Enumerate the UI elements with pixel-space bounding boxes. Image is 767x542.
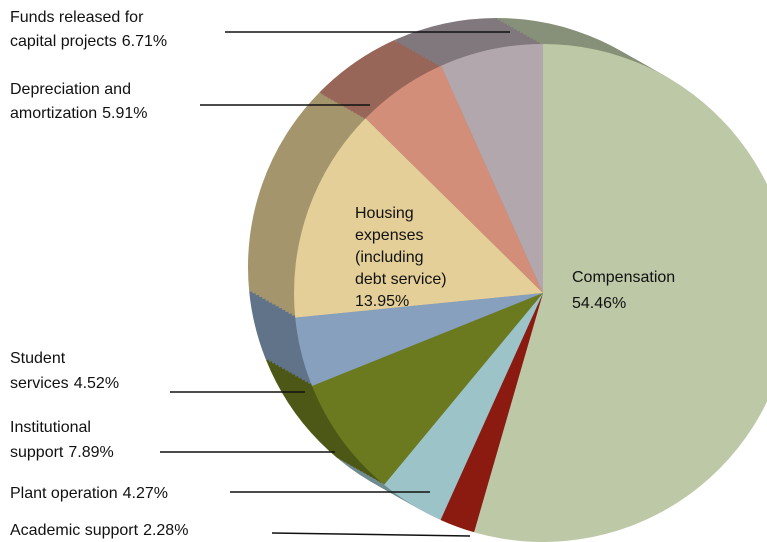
slice-label: Academic support 2.28% — [10, 522, 188, 539]
slice — [441, 44, 543, 293]
value-label: 5.91% — [102, 105, 147, 122]
label-line: Institutional — [10, 419, 91, 436]
slice — [365, 65, 543, 293]
slice — [440, 293, 543, 533]
value-label: 54.46% — [572, 295, 626, 312]
label-line: Compensation — [572, 269, 675, 286]
label-line: capital projects — [10, 33, 117, 50]
label-line: debt service) — [355, 271, 447, 288]
label-line: (including — [355, 249, 423, 266]
label-line: Funds released for — [10, 9, 144, 26]
slice — [474, 44, 767, 542]
label-line: Student — [10, 350, 66, 367]
slice — [294, 118, 543, 318]
label-line: support — [10, 444, 64, 461]
value-label: 6.71% — [122, 33, 167, 50]
label-line: Depreciation and — [10, 81, 131, 98]
slice-label: Funds released for capital projects 6.71% — [10, 9, 167, 50]
slice-label: Housing expenses (including debt service) 13… — [355, 205, 447, 310]
value-label: 4.52% — [74, 375, 119, 392]
slice-label: Plant operation 4.27% — [10, 485, 168, 502]
slice-label: Depreciation and amortization 5.91% — [10, 81, 148, 122]
slice — [312, 293, 543, 485]
label-line: services — [10, 375, 69, 392]
leader-line — [271, 532, 471, 537]
label-line: Housing — [355, 205, 414, 222]
value-label: 13.95% — [355, 293, 409, 310]
slice-label: Student services 4.52% — [10, 350, 119, 392]
value-label: 4.27% — [123, 485, 168, 502]
label-line: expenses — [355, 227, 424, 244]
slice — [384, 293, 543, 520]
label-line: Plant operation — [10, 485, 118, 502]
value-label: 2.28% — [143, 522, 188, 539]
label-line: Academic support — [10, 522, 139, 539]
slice-label: Compensation 54.46% — [572, 269, 675, 312]
slice — [295, 293, 543, 387]
slice-label: Institutional support 7.89% — [10, 419, 114, 461]
value-label: 7.89% — [68, 444, 113, 461]
label-line: amortization — [10, 105, 97, 122]
